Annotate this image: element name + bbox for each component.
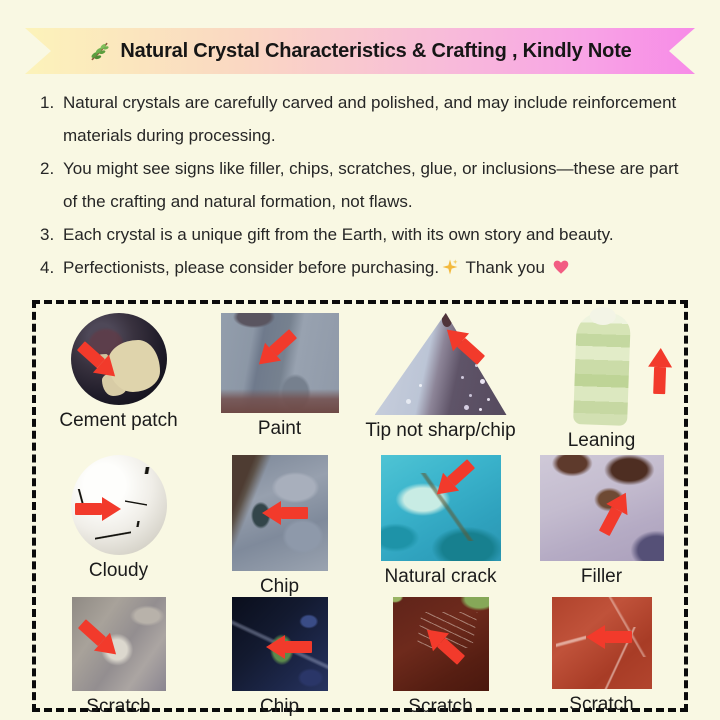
crystal-photo-chip-gray	[231, 455, 328, 571]
note-item-1: 1. Natural crystals are carefully carved…	[40, 86, 690, 152]
defect-label: Chip	[259, 696, 300, 717]
defect-arrow-icon	[647, 347, 673, 395]
note-item-3: 3. Each crystal is a unique gift from th…	[40, 218, 690, 251]
crystal-photo-cement-patch	[70, 313, 167, 405]
defect-label: Tip not sharp/chip	[365, 420, 516, 441]
defect-label: Natural crack	[384, 566, 497, 587]
gallery-item-natural-crack: Natural crack	[360, 450, 521, 592]
gallery-item-cloudy: Cloudy	[38, 450, 199, 592]
defect-label: Scratch	[86, 696, 151, 717]
defect-arrow-icon	[418, 620, 468, 670]
gallery-item-filler: Filler	[521, 450, 682, 592]
defect-arrow-icon	[73, 615, 124, 664]
defect-arrow-icon	[585, 625, 632, 649]
gallery-item-chip-2: Chip	[199, 592, 360, 718]
defect-arrow-icon	[265, 635, 312, 659]
defect-label: Leaning	[567, 430, 636, 451]
defect-label: Paint	[257, 418, 302, 439]
note-item-2: 2. You might see signs like filler, chip…	[40, 152, 690, 218]
defect-arrow-icon	[74, 497, 121, 521]
defect-label: Filler	[580, 566, 623, 587]
heart-icon	[553, 260, 568, 274]
crystal-photo-scratch-red	[551, 597, 652, 689]
gallery-item-scratch-3: Scratch	[521, 592, 682, 718]
note-text-suffix: Thank you	[461, 258, 550, 277]
gallery-item-scratch-1: Scratch	[38, 592, 199, 718]
crystal-photo-filler	[539, 455, 664, 561]
defect-label: Cloudy	[88, 560, 149, 581]
gallery-item-tip-not-sharp: Tip not sharp/chip	[360, 308, 521, 450]
crystal-photo-natural-crack	[380, 455, 501, 561]
gallery-item-scratch-2: Scratch	[360, 592, 521, 718]
note-text: Each crystal is a unique gift from the E…	[63, 225, 614, 244]
note-text-main: Perfectionists, please consider before p…	[63, 258, 440, 277]
defect-label: Scratch	[569, 694, 634, 715]
gallery-item-chip-1: Chip	[199, 450, 360, 597]
note-item-4: 4. Perfectionists, please consider befor…	[40, 251, 690, 284]
kindly-note-list: 1. Natural crystals are carefully carved…	[40, 86, 690, 284]
crystal-photo-chip-dark	[231, 597, 328, 691]
crystal-photo-cloudy-sphere	[70, 455, 167, 555]
note-number: 2.	[40, 159, 55, 178]
defect-arrow-icon	[72, 337, 123, 386]
defect-arrow-icon	[428, 455, 478, 504]
note-number: 1.	[40, 93, 55, 112]
note-text: You might see signs like filler, chips, …	[63, 159, 679, 211]
defect-label: Chip	[259, 576, 300, 597]
crystal-photo-leaning-tower	[572, 312, 673, 426]
crystal-photo-pyramid-tip	[374, 313, 507, 415]
title-ribbon-banner: Natural Crystal Characteristics & Crafti…	[25, 28, 695, 74]
defect-label: Cement patch	[59, 410, 178, 431]
defect-arrow-icon	[250, 325, 300, 374]
page-title: Natural Crystal Characteristics & Crafti…	[120, 39, 632, 62]
crystal-photo-paint	[220, 313, 339, 413]
herb-icon	[88, 40, 111, 63]
gallery-item-leaning: Leaning	[521, 308, 682, 451]
gallery-item-cement-patch: Cement patch	[38, 308, 199, 450]
crystal-photo-scratch-darkred	[392, 597, 489, 691]
defect-arrow-icon	[261, 501, 308, 525]
defect-label: Scratch	[408, 696, 473, 717]
gallery-item-paint: Paint	[199, 308, 360, 450]
defect-arrow-icon	[593, 487, 636, 539]
defect-examples-box: Cement patch Paint Tip not sharp/chip Le…	[32, 300, 688, 717]
sparkles-icon	[442, 259, 458, 275]
note-number: 4.	[40, 258, 55, 277]
note-number: 3.	[40, 225, 55, 244]
note-text: Perfectionists, please consider before p…	[63, 251, 690, 284]
note-text: Natural crystals are carefully carved an…	[63, 93, 677, 145]
pyramid-face	[374, 313, 507, 415]
crystal-photo-scratch-gray	[71, 597, 166, 691]
